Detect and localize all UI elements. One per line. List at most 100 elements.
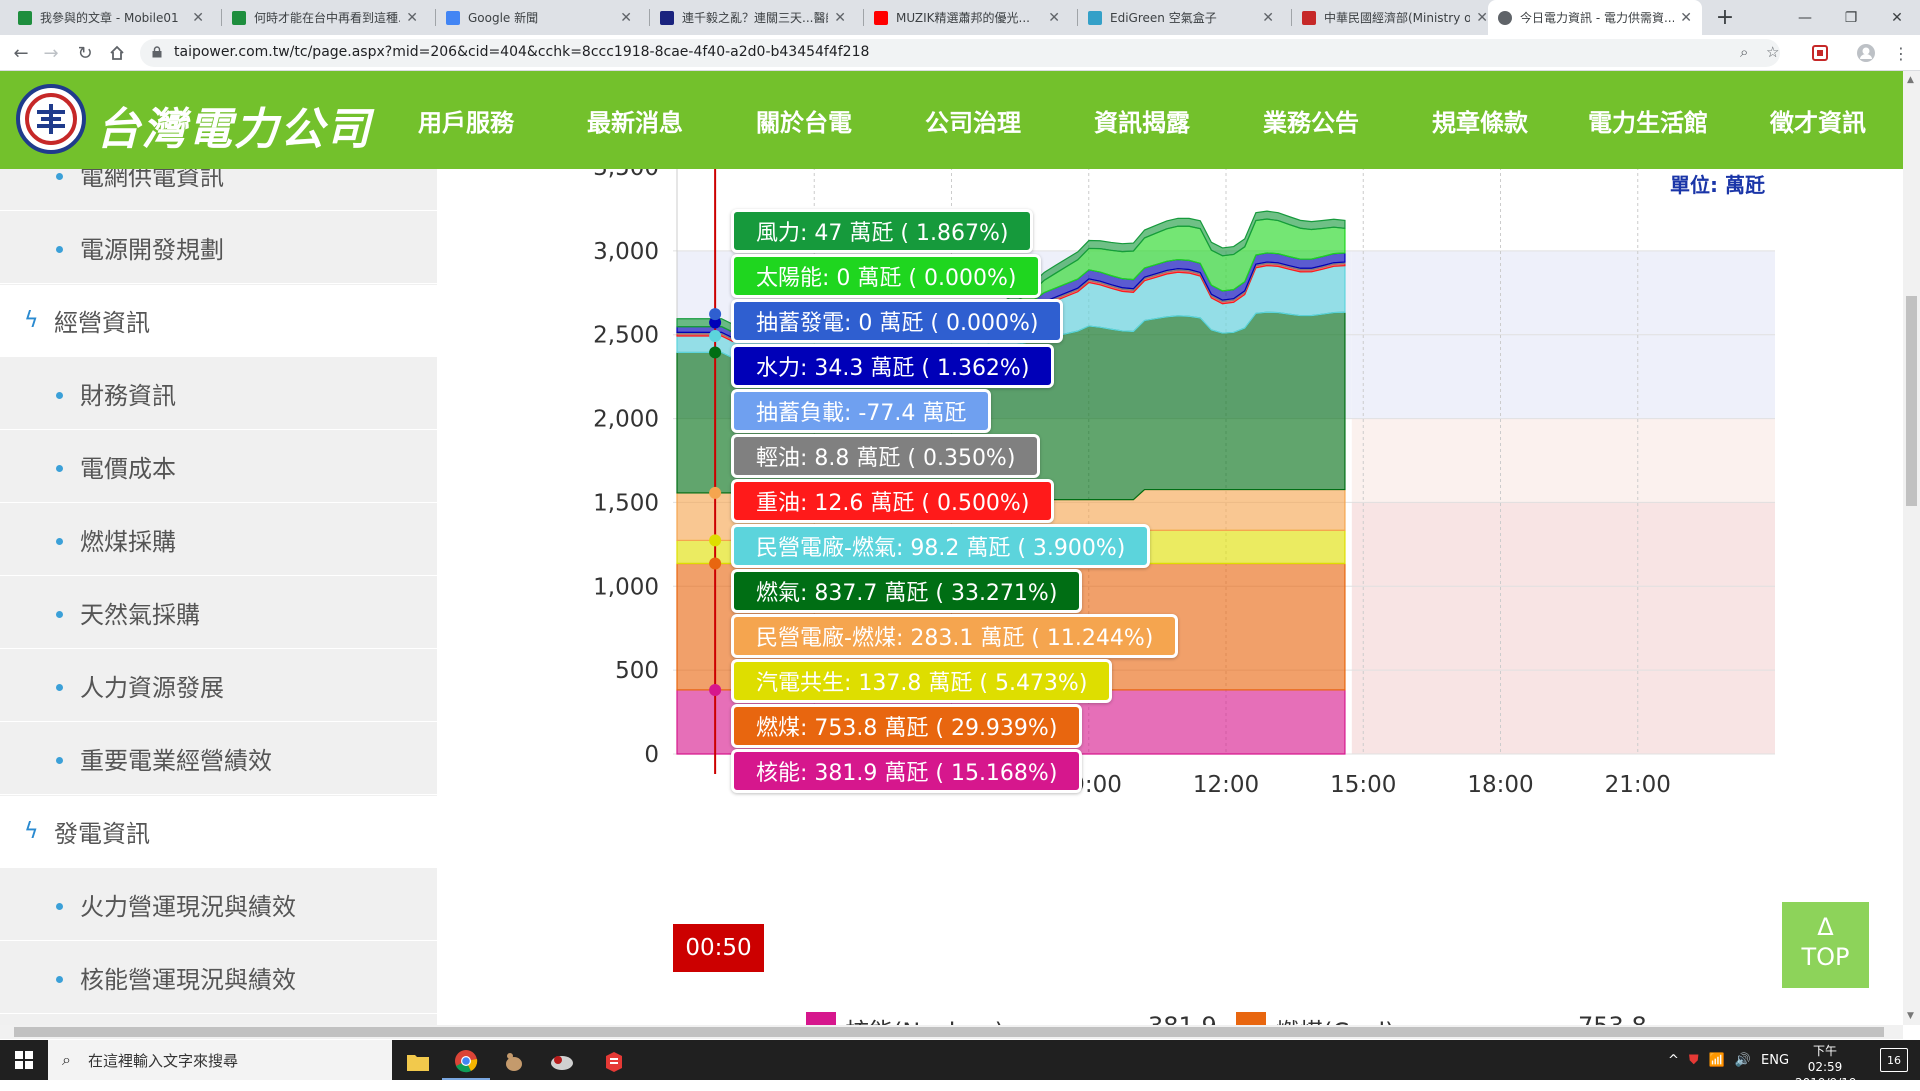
browser-tab[interactable]: EdiGreen 空氣盒子 ✕	[1078, 0, 1284, 35]
tooltip-0: 核能: 381.9 萬瓩 ( 15.168%)	[731, 749, 1083, 793]
file-explorer-icon[interactable]	[394, 1044, 442, 1080]
chrome-icon[interactable]	[442, 1044, 490, 1080]
vertical-scrollbar[interactable]: ▲ ▼	[1903, 71, 1920, 1025]
close-tab-icon[interactable]: ✕	[1680, 9, 1692, 26]
browser-tab[interactable]: 何時才能在台中再看到這種... ✕	[222, 0, 428, 35]
home-icon[interactable]	[104, 40, 130, 66]
tooltip-7: 輕油: 8.8 萬瓩 ( 0.350%)	[731, 434, 1041, 478]
sidebar-item-power-cost[interactable]: 電價成本	[0, 431, 437, 503]
favicon-icon	[18, 10, 32, 25]
new-tab-button[interactable]: +	[1715, 5, 1735, 30]
back-to-top-button[interactable]: Δ TOP	[1782, 902, 1869, 988]
close-window-button[interactable]: ✕	[1891, 9, 1903, 26]
nav-careers[interactable]: 徵才資訊	[1770, 109, 1866, 137]
taskbar-search-input[interactable]: ⌕ 在這裡輸入文字來搜尋	[48, 1040, 392, 1080]
legend-swatch-coal	[1236, 1012, 1266, 1025]
series-point-marker	[709, 683, 722, 696]
legend-value-nuclear: 381.9	[1148, 1012, 1217, 1025]
favicon-icon	[232, 10, 246, 25]
notification-icon[interactable]: 16	[1880, 1048, 1908, 1072]
nav-news[interactable]: 最新消息	[587, 109, 683, 137]
nav-announcements[interactable]: 業務公告	[1263, 109, 1359, 137]
sidebar-item-hr[interactable]: 人力資源發展	[0, 650, 437, 722]
tooltip-9: 水力: 34.3 萬瓩 ( 1.362%)	[731, 344, 1055, 388]
minimize-button[interactable]: —	[1798, 9, 1812, 26]
app-icon-red[interactable]	[590, 1044, 638, 1080]
taskbar-clock[interactable]: 下午 02:59 2019/9/19	[1795, 1044, 1857, 1090]
series-point-marker	[709, 557, 722, 570]
taipower-logo-icon[interactable]	[16, 84, 86, 154]
series-point-marker	[709, 534, 722, 547]
browser-tab[interactable]: MUZIK精選蕭邦的優光... ✕	[864, 0, 1070, 35]
close-tab-icon[interactable]: ✕	[1262, 9, 1274, 26]
browser-tab[interactable]: 連千毅之亂？連關三天...醫師...✕	[650, 0, 856, 35]
network-icon[interactable]: 📶	[1708, 1052, 1725, 1068]
close-tab-icon[interactable]: ✕	[1048, 9, 1060, 26]
sidebar-item-finance[interactable]: 財務資訊	[0, 358, 437, 430]
nav-regulations[interactable]: 規章條款	[1432, 109, 1528, 137]
favicon-icon	[1302, 10, 1316, 25]
app-icon-animal[interactable]	[490, 1044, 538, 1080]
sidebar: 電網供電資訊 電源開發規劃 ϟ 經營資訊 財務資訊 電價成本 燃煤採購 天然氣採購…	[0, 169, 437, 1025]
back-icon[interactable]: ←	[13, 42, 29, 64]
nav-disclosure[interactable]: 資訊揭露	[1094, 109, 1190, 137]
sidebar-item-performance[interactable]: 重要電業經營績效	[0, 723, 437, 795]
horizontal-scrollbar[interactable]	[0, 1025, 1903, 1039]
tooltip-8: 抽蓄負載: -77.4 萬瓩	[731, 389, 992, 433]
security-icon[interactable]: ⛊	[1688, 1052, 1699, 1068]
sidebar-item-nuclear[interactable]: 核能營運現況與績效	[0, 942, 437, 1014]
tooltip-12: 風力: 47 萬瓩 ( 1.867%)	[731, 209, 1034, 253]
menu-dots-icon[interactable]: ⋮	[1893, 43, 1909, 63]
zoom-icon[interactable]: ⌕	[1740, 43, 1749, 61]
sidebar-item-grid-supply[interactable]: 電網供電資訊	[0, 169, 437, 211]
chevron-up-icon[interactable]: ^	[1668, 1052, 1679, 1068]
x-tick-label: 15:00	[1330, 772, 1396, 798]
site-logo-text[interactable]: 台灣電力公司	[96, 104, 372, 155]
y-tick-label: 1,500	[593, 490, 659, 516]
close-tab-icon[interactable]: ✕	[834, 9, 846, 26]
sidebar-category-operations[interactable]: ϟ 經營資訊	[0, 285, 437, 357]
close-tab-icon[interactable]: ✕	[620, 9, 632, 26]
y-tick-label: 500	[615, 658, 659, 684]
volume-icon[interactable]: 🔊	[1734, 1052, 1752, 1068]
windows-start-icon[interactable]	[0, 1040, 48, 1080]
browser-tab[interactable]: Google 新聞 ✕	[436, 0, 642, 35]
legend-value-coal: 753.8	[1578, 1012, 1647, 1025]
sidebar-item-thermal[interactable]: 火力營運現況與績效	[0, 869, 437, 941]
browser-tab-active[interactable]: 今日電力資訊 - 電力供需資... ✕	[1488, 0, 1702, 35]
nav-power-life[interactable]: 電力生活館	[1588, 109, 1708, 137]
y-tick-label: 2,000	[593, 407, 659, 433]
browser-tab-bar: 我參與的文章 - Mobile01 ✕ 何時才能在台中再看到這種... ✕ Goog…	[0, 0, 1920, 35]
power-generation-chart[interactable]: 05001,0001,5002,0002,5003,0003,50003:000…	[473, 169, 1903, 1025]
nav-user-services[interactable]: 用戶服務	[418, 109, 514, 137]
nav-about[interactable]: 關於台電	[756, 109, 852, 137]
restore-button[interactable]: ❐	[1844, 9, 1858, 26]
close-tab-icon[interactable]: ✕	[192, 9, 204, 26]
tooltip-3: 民營電廠-燃煤: 283.1 萬瓩 ( 11.244%)	[731, 614, 1179, 658]
profile-avatar-icon[interactable]	[1856, 43, 1876, 63]
close-tab-icon[interactable]: ✕	[406, 9, 418, 26]
bookmark-star-icon[interactable]: ☆	[1766, 43, 1780, 61]
tooltip-4: 燃氣: 837.7 萬瓩 ( 33.271%)	[731, 569, 1083, 613]
input-language[interactable]: ENG	[1761, 1052, 1790, 1068]
tooltip-11: 太陽能: 0 萬瓩 ( 0.000%)	[731, 254, 1042, 298]
scrollbar-thumb[interactable]	[14, 1027, 1884, 1037]
close-tab-icon[interactable]: ✕	[1476, 9, 1488, 26]
forward-icon[interactable]: →	[43, 42, 59, 64]
sidebar-item-coal-purchase[interactable]: 燃煤採購	[0, 504, 437, 576]
scrollbar-thumb[interactable]	[1906, 296, 1917, 506]
browser-tab[interactable]: 中華民國經濟部(Ministry of... ✕	[1292, 0, 1498, 35]
legend-swatch-nuclear	[806, 1012, 836, 1025]
app-icon-cloud[interactable]	[538, 1044, 586, 1080]
sidebar-item-power-planning[interactable]: 電源開發規劃	[0, 212, 437, 284]
nav-governance[interactable]: 公司治理	[925, 109, 1021, 137]
address-bar[interactable]: taipower.com.tw/tc/page.aspx?mid=206&cid…	[140, 39, 1780, 67]
tooltip-2: 汽電共生: 137.8 萬瓩 ( 5.473%)	[731, 659, 1113, 703]
extension-icon[interactable]	[1810, 43, 1830, 63]
browser-tab[interactable]: 我參與的文章 - Mobile01 ✕	[8, 0, 214, 35]
reload-icon[interactable]: ↻	[77, 42, 93, 64]
lightning-icon: ϟ	[24, 308, 39, 333]
sidebar-category-generation[interactable]: ϟ 發電資訊	[0, 796, 437, 868]
sidebar-item-gas-purchase[interactable]: 天然氣採購	[0, 577, 437, 649]
top-label: TOP	[1801, 943, 1850, 971]
